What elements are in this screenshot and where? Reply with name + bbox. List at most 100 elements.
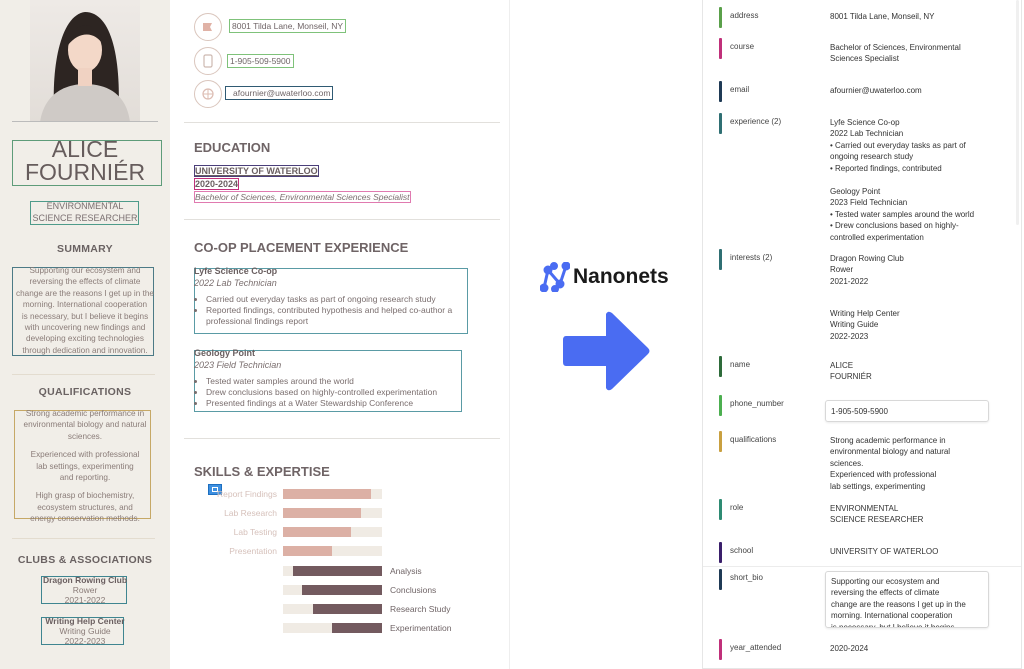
field-key: experience (2) <box>730 117 782 126</box>
field-color-bar <box>719 356 722 377</box>
experience-box <box>194 268 468 334</box>
text-line: Experienced with professional <box>30 450 140 460</box>
resume-sidebar: ALICE FOURNIÉR ENVIRONMENTAL SCIENCE RES… <box>0 0 170 669</box>
field-value[interactable]: Dragon Rowing Club Rower 2021-2022 <box>830 254 904 286</box>
field-value[interactable]: ALICE FOURNIÉR <box>830 361 872 382</box>
text-line <box>0 483 170 490</box>
skill-bar-fill <box>331 623 382 633</box>
nanonets-logo-icon <box>540 262 570 292</box>
arrow-right-icon <box>563 311 650 391</box>
field-color-bar <box>719 542 722 563</box>
club-box <box>41 576 127 604</box>
field-value[interactable]: 1-905-509-5900 <box>825 400 989 422</box>
field-value[interactable]: Supporting our ecosystem and reversing t… <box>825 571 989 628</box>
skill-label: Analysis <box>390 565 422 576</box>
field-color-bar <box>719 249 722 270</box>
experience-item: Lyfe Science Co-op 2022 Lab Technician C… <box>194 266 474 327</box>
education-course: Bachelor of Sciences, Environmental Scie… <box>194 191 411 203</box>
field-key: email <box>730 85 750 94</box>
divider <box>703 566 1021 567</box>
field-value[interactable]: Strong academic performance in environme… <box>830 436 951 491</box>
skill-bar-fill <box>301 585 382 595</box>
qualifications-box <box>14 410 151 519</box>
field-key: interests (2) <box>730 253 773 262</box>
skill-bar-track <box>283 508 382 518</box>
skill-label: Lab Research <box>224 507 277 518</box>
text-line: morning. International cooperation <box>22 300 148 310</box>
field-key: school <box>730 546 754 555</box>
field-color-bar <box>719 569 722 590</box>
clubs-heading: CLUBS & ASSOCIATIONS <box>17 554 153 566</box>
experience-title: 2023 Field Technician <box>194 360 282 370</box>
field-value[interactable]: 2020-2024 <box>830 644 869 653</box>
skill-bar-fill <box>292 566 382 576</box>
field-value[interactable]: ENVIRONMENTAL SCIENCE RESEARCHER <box>830 504 924 525</box>
skill-bar-fill <box>283 546 332 556</box>
skill-label: Lab Testing <box>233 526 277 537</box>
skill-bar-track <box>283 604 382 614</box>
field-value[interactable]: afournier@uwaterloo.com <box>830 86 922 95</box>
name-line1: ALICE <box>51 136 119 162</box>
skill-bar-fill <box>312 604 382 614</box>
selection-icon <box>208 484 222 495</box>
contact-address: 8001 Tilda Lane, Monseil, NY <box>229 19 347 33</box>
bullet: Reported findings, contributed hypothesi… <box>206 305 474 327</box>
bullet: Presented findings at a Water Stewardshi… <box>206 398 474 409</box>
skill-bar-track <box>283 566 382 576</box>
experience-company: Lyfe Science Co-op <box>194 266 278 276</box>
globe-icon <box>194 80 222 108</box>
field-key: role <box>730 503 744 512</box>
experience-title: 2022 Lab Technician <box>194 278 277 288</box>
club-item: Writing Help Center Writing Guide 2022-2… <box>0 616 170 646</box>
field-color-bar <box>719 639 722 660</box>
text-line: developing exciting technologies <box>26 334 144 344</box>
skill-bar-track <box>283 527 382 537</box>
field-value[interactable]: Geology Point 2023 Field Technician • Te… <box>830 187 975 242</box>
name-box <box>12 140 162 186</box>
education-school: UNIVERSITY OF WATERLOO <box>194 165 319 177</box>
field-key: short_bio <box>730 573 763 582</box>
field-key: name <box>730 360 751 369</box>
club-years: 2022-2023 <box>64 636 106 646</box>
club-name: Writing Help Center <box>45 616 125 626</box>
field-color-bar <box>719 431 722 452</box>
education-heading: EDUCATION <box>194 140 271 155</box>
education-years: 2020-2024 <box>194 178 240 190</box>
text-line <box>0 442 170 449</box>
skill-label: Experimentation <box>390 622 452 633</box>
name-line2: FOURNIÉR <box>24 159 146 185</box>
text-line: environmental biology and natural <box>23 420 147 430</box>
summary-box <box>12 267 154 356</box>
field-key: address <box>730 11 759 20</box>
contact-email: afournier@uwaterloo.com <box>225 86 334 100</box>
experience-item: Geology Point 2023 Field Technician Test… <box>194 348 474 409</box>
phone-icon <box>194 47 222 75</box>
field-value[interactable]: Writing Help Center Writing Guide 2022-2… <box>830 309 900 341</box>
text-line: reversing the effects of climate <box>29 277 141 287</box>
experience-box <box>194 350 462 412</box>
flag-icon <box>194 13 222 41</box>
field-key: phone_number <box>730 399 784 408</box>
role-line1: ENVIRONMENTAL <box>46 201 124 211</box>
field-value[interactable]: UNIVERSITY OF WATERLOO <box>830 547 939 556</box>
skill-label: Research Study <box>390 603 451 614</box>
field-color-bar <box>719 7 722 28</box>
skill-bar-track <box>283 489 382 499</box>
field-value[interactable]: 8001 Tilda Lane, Monseil, NY <box>830 12 935 21</box>
role-box <box>30 201 139 225</box>
contact-phone: 1-905-509-5900 <box>227 54 294 68</box>
scrollbar[interactable] <box>1016 0 1019 225</box>
experience-bullets: Carried out everyday tasks as part of on… <box>194 294 474 327</box>
text-line: with uncovering new findings and <box>24 323 146 333</box>
field-key: year_attended <box>730 643 782 652</box>
skill-label: Conclusions <box>390 584 437 595</box>
field-value[interactable]: Lyfe Science Co-op 2022 Lab Technician •… <box>830 118 966 173</box>
field-value[interactable]: Bachelor of Sciences, Environmental Scie… <box>830 43 961 64</box>
text-line: and reporting. <box>59 473 111 483</box>
text-line: lab settings, experimenting <box>36 461 134 471</box>
qualifications-text: Strong academic performance in environmen… <box>0 408 170 525</box>
skill-label: Presentation <box>229 545 277 556</box>
field-key: qualifications <box>730 435 777 444</box>
text-line: is necessary, but I believe it begins <box>21 311 149 321</box>
nanonets-logo: Nanonets <box>540 262 669 292</box>
